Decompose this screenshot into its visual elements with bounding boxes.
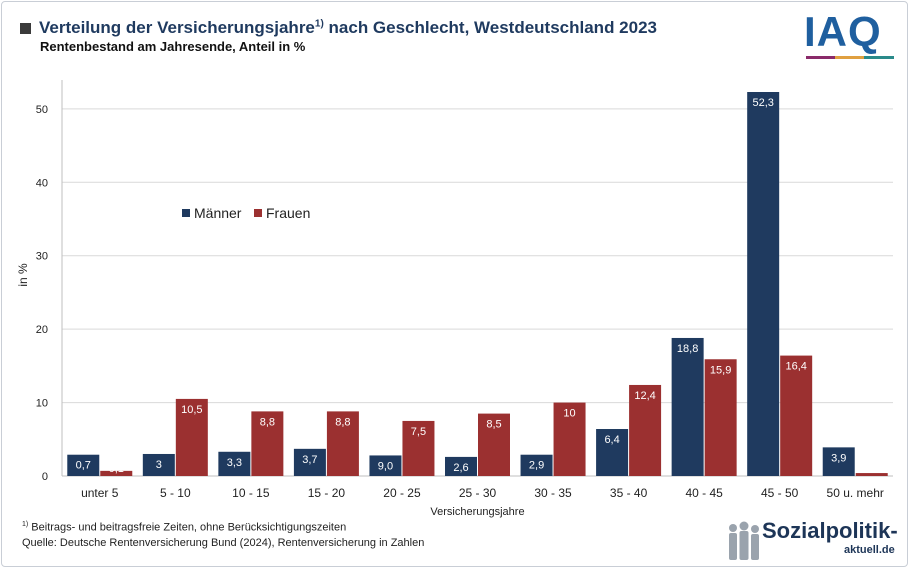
title-footnote-mark: 1): [314, 18, 324, 30]
bar-frauen: [175, 398, 208, 476]
data-label: 10,5: [181, 404, 202, 416]
bar-maenner: [596, 429, 629, 476]
x-tick-label: 50 u. mehr: [827, 486, 884, 500]
bar-frauen: [553, 402, 586, 476]
x-tick-label: 45 - 50: [761, 486, 799, 500]
title-marker: [20, 22, 31, 34]
iaq-logo-text: IAQ: [804, 8, 882, 55]
bar-frauen: [855, 473, 888, 476]
data-label: 8,5: [486, 419, 501, 431]
x-tick-label: 10 - 15: [232, 486, 270, 500]
bar-maenner: [218, 451, 251, 476]
people-silhouette-icon: [729, 521, 759, 560]
bar-frauen: [326, 411, 359, 476]
y-tick-label: 40: [36, 177, 48, 189]
title-rest: nach Geschlecht, Westdeutschland 2023: [323, 18, 657, 37]
y-tick-label: 0: [42, 471, 48, 483]
x-tick-label: 35 - 40: [610, 486, 648, 500]
x-tick-label: 30 - 35: [534, 486, 572, 500]
data-label: 9,0: [378, 460, 393, 472]
bar-frauen: [402, 420, 435, 476]
data-label: 3: [156, 459, 162, 471]
bar-frauen: [780, 355, 813, 476]
bar-frauen: [251, 411, 284, 476]
y-tick-label: 30: [36, 251, 48, 263]
page-title: Verteilung der Versicherungsjahre1) nach…: [39, 18, 657, 38]
data-label: 7,5: [411, 426, 426, 438]
legend-swatch: [254, 209, 262, 217]
y-tick-label: 10: [36, 398, 48, 410]
title-main: Verteilung der Versicherungsjahre: [39, 18, 315, 37]
iaq-logo: IAQ: [804, 8, 900, 66]
legend-label: Männer: [194, 205, 242, 221]
bar-maenner: [293, 448, 326, 476]
x-axis-label: Versicherungsjahre: [430, 506, 524, 518]
data-label: 15,9: [710, 364, 731, 376]
data-label: 6,4: [604, 434, 619, 446]
bar-maenner: [445, 456, 477, 476]
footnote-mark: 1): [22, 521, 29, 528]
data-label: 10: [563, 408, 575, 420]
y-tick-label: 20: [36, 324, 48, 336]
bar-frauen: [629, 384, 662, 476]
bar-frauen: [704, 359, 737, 476]
x-tick-label: 25 - 30: [459, 486, 497, 500]
data-label: 12,4: [634, 390, 655, 402]
bar-frauen: [478, 413, 510, 476]
sozialpolitik-logo-text: Sozialpolitik-: [762, 518, 898, 543]
title-row: Verteilung der Versicherungsjahre1) nach…: [20, 16, 657, 40]
subtitle: Rentenbestand am Jahresende, Anteil in %: [40, 39, 306, 54]
footnote-text: Beitrags- und beitragsfreie Zeiten, ohne…: [28, 521, 347, 534]
sozialpolitik-logo-subtext: aktuell.de: [844, 544, 895, 556]
bar-maenner: [67, 454, 100, 476]
x-tick-label: 5 - 10: [160, 486, 191, 500]
data-label: 18,8: [677, 343, 698, 355]
data-label: 3,9: [831, 452, 846, 464]
x-tick-label: 40 - 45: [685, 486, 723, 500]
bar-maenner: [369, 455, 402, 476]
sozialpolitik-logo: Sozialpolitik- aktuell.de: [726, 518, 906, 564]
y-tick-label: 50: [36, 104, 48, 116]
data-label: 8,8: [335, 416, 350, 428]
legend-swatch: [182, 209, 190, 217]
bar-maenner: [822, 447, 855, 476]
x-tick-label: unter 5: [81, 486, 119, 500]
footnote: 1) Beitrags- und beitragsfreie Zeiten, o…: [22, 521, 346, 534]
data-label: 2,9: [529, 460, 544, 472]
legend-label: Frauen: [266, 205, 310, 221]
bar-maenner: [747, 92, 780, 476]
data-label: 2,6: [453, 462, 468, 474]
iaq-logo-bar: [806, 56, 894, 59]
bar-maenner: [671, 337, 704, 476]
data-label: 3,3: [227, 457, 242, 469]
bar-frauen: [100, 470, 133, 476]
bar-maenner: [520, 454, 553, 476]
source-note: Quelle: Deutsche Rentenversicherung Bund…: [22, 537, 425, 549]
y-axis-label: in %: [16, 263, 30, 287]
bar-maenner: [142, 453, 175, 476]
data-label: 3,7: [302, 454, 317, 466]
data-label: 16,4: [785, 361, 806, 373]
data-label: 0,7: [76, 460, 91, 472]
x-tick-label: 20 - 25: [383, 486, 421, 500]
data-label: 52,3: [752, 97, 773, 109]
x-tick-label: 15 - 20: [308, 486, 346, 500]
data-label: 8,8: [260, 416, 275, 428]
data-label: 0,1: [109, 463, 124, 475]
